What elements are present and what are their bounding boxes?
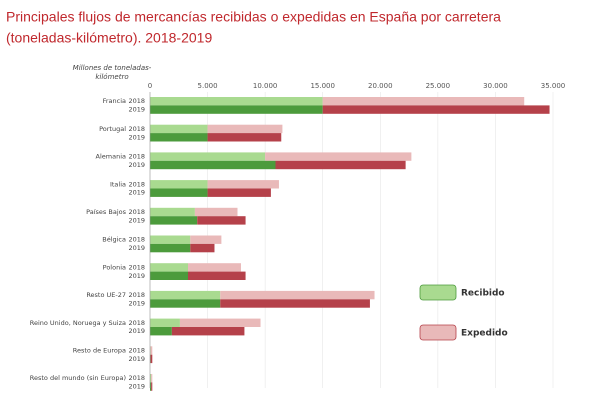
category-label: Reino Unido, Noruega y Suiza [30,319,126,327]
category-label: Polonia [103,263,126,271]
bar-segment [220,290,375,300]
year-label: 2018 [128,180,145,188]
bar-segment [194,207,238,217]
bar-segment [265,152,412,161]
year-label: 2019 [128,133,145,141]
bar-segment [150,299,221,308]
bar-segment [150,243,191,253]
x-tick-label: 25.000 [426,82,451,90]
bar-segment [150,152,266,161]
bar-segment [150,216,198,225]
chart-title: (toneladas-kilómetro). 2018-2019 [6,30,212,46]
bar-segment [150,207,195,217]
chart-title: Principales flujos de mercancías recibid… [6,9,501,25]
bar-segment [150,290,221,300]
bar-segment [150,263,188,272]
category-label: Bélgica [102,236,126,244]
bar-segment [150,346,153,355]
bar-segment [150,124,208,134]
legend-label: Recibido [461,289,505,299]
category-label: Francia [103,97,126,105]
year-label: 2018 [128,208,145,216]
year-label: 2019 [128,272,145,280]
bar-segment [207,124,283,134]
year-label: 2018 [128,347,145,355]
bar-segment [150,97,323,106]
x-tick-label: 0 [148,82,152,90]
year-label: 2018 [128,374,145,382]
bar-segment [150,160,276,170]
bar-segment [275,160,406,170]
bar-segment [150,318,180,327]
bar-segment [150,180,208,189]
x-tick-label: 20.000 [368,82,393,90]
x-tick-label: 15.000 [310,82,335,90]
legend-label: Expedido [461,329,508,339]
category-label: Portugal [99,125,126,133]
bar-segment [150,382,152,391]
year-label: 2019 [128,355,145,363]
x-tick-label: 30.000 [483,82,508,90]
category-label: Italia [110,180,126,188]
bar-segment [150,354,153,364]
bar-segment [171,327,245,336]
year-label: 2019 [128,300,145,308]
year-label: 2019 [128,189,145,197]
bar-segment [190,235,222,244]
year-label: 2019 [128,106,145,114]
x-tick-label: 5.000 [198,82,218,90]
legend-swatch [419,284,457,301]
bar-segment [207,188,271,197]
category-label: Resto de Europa [73,347,126,355]
bar-segment [150,188,208,197]
category-label: Resto UE-27 [86,291,126,299]
axis-title: Millones de toneladas- [73,64,152,72]
bar-segment [187,263,241,272]
bar-segment [150,374,152,383]
bar-segment [322,105,550,114]
year-label: 2018 [128,153,145,161]
bar-segment [150,133,208,142]
bar-segment [150,235,191,244]
legend-swatch [419,324,457,341]
year-label: 2018 [128,97,145,105]
x-tick-label: 35.000 [541,82,566,90]
year-label: 2018 [128,236,145,244]
bar-segment [220,299,370,308]
category-label: Países Bajos [86,208,126,216]
year-label: 2019 [128,383,145,391]
bar-segment [207,133,282,142]
category-label: Alemania [96,153,126,161]
bar-segment [151,382,153,391]
bar-segment [179,318,261,327]
year-label: 2018 [128,291,145,299]
axis-title: kilómetro [95,73,128,81]
bar-segment [197,216,246,225]
bar-segment [207,180,279,189]
bar-segment [150,327,172,336]
year-label: 2018 [128,125,145,133]
bar-segment [150,271,188,280]
bar-segment [187,271,246,280]
year-label: 2019 [128,161,145,169]
bar-segment [322,97,525,106]
year-label: 2019 [128,327,145,335]
x-tick-label: 10.000 [253,82,278,90]
year-label: 2018 [128,319,145,327]
bar-segment [190,243,215,253]
bar-segment [151,374,153,383]
year-label: 2018 [128,263,145,271]
bar-segment [150,105,323,114]
category-label: Resto del mundo (sin Europa) [30,374,126,382]
year-label: 2019 [128,216,145,224]
year-label: 2019 [128,244,145,252]
